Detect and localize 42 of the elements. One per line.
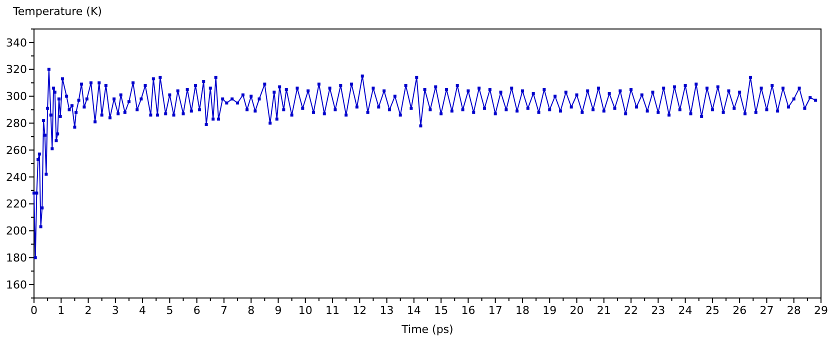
x-tick-label: 7 (220, 304, 228, 317)
x-tick-label: 11 (326, 304, 340, 317)
x-tick-label: 16 (461, 304, 476, 317)
y-tick-label: 340 (6, 36, 27, 50)
y-tick-label: 220 (6, 198, 27, 211)
y-tick-label: 260 (6, 144, 27, 157)
x-tick-label: 8 (248, 304, 255, 317)
x-tick-label: 1 (58, 304, 65, 317)
x-tick-label: 23 (651, 304, 666, 317)
x-tick-label: 10 (298, 304, 312, 317)
x-tick-label: 12 (352, 304, 367, 317)
y-tick-label: 280 (6, 117, 27, 130)
x-tick-label: 9 (274, 304, 282, 317)
x-tick-label: 0 (30, 304, 38, 317)
x-tick-label: 15 (434, 304, 448, 317)
x-tick-label: 3 (112, 304, 119, 317)
y-tick-label: 160 (6, 278, 27, 292)
x-tick-label: 24 (678, 304, 692, 317)
y-tick-label: 320 (6, 63, 27, 76)
x-axis-title: Time (ps) (400, 323, 454, 336)
y-tick-label: 180 (6, 252, 27, 264)
y-tick-label: 240 (6, 170, 27, 184)
x-tick-label: 5 (166, 304, 174, 317)
x-tick-label: 2 (84, 304, 92, 317)
y-tick-label: 200 (6, 224, 27, 238)
x-tick-label: 13 (380, 304, 394, 317)
x-tick-label: 27 (760, 304, 774, 317)
y-tick-label: 300 (6, 90, 27, 104)
x-tick-label: 29 (814, 304, 828, 317)
x-tick-label: 4 (139, 304, 146, 317)
y-axis-title: Temperature (K) (12, 5, 102, 18)
x-tick-label: 26 (732, 304, 747, 317)
x-tick-label: 22 (624, 304, 638, 317)
x-tick-label: 21 (596, 304, 611, 317)
x-tick-label: 17 (488, 304, 502, 317)
x-tick-label: 6 (193, 304, 200, 317)
x-tick-label: 19 (542, 304, 557, 317)
x-tick-label: 20 (570, 304, 584, 317)
x-tick-label: 28 (786, 304, 801, 317)
x-tick-label: 18 (515, 304, 530, 317)
x-tick-label: 14 (406, 304, 421, 317)
x-tick-label: 25 (705, 304, 720, 317)
